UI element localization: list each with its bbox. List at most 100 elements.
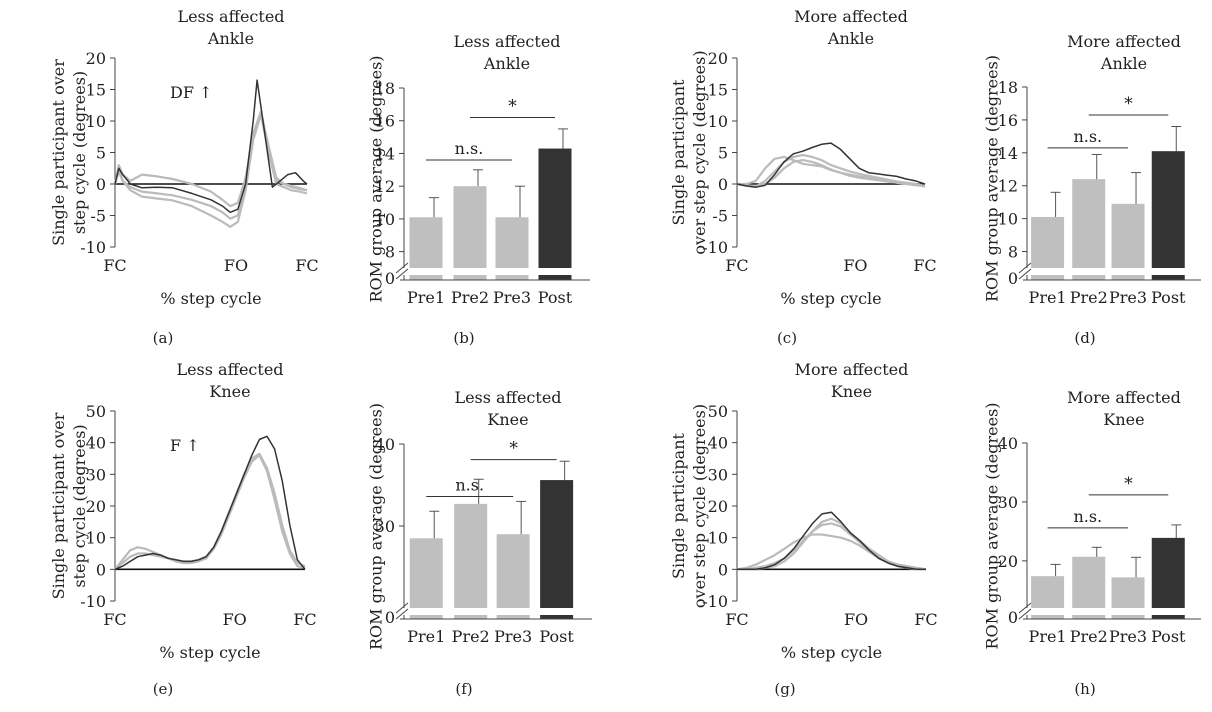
x-tick-label: Pre3 [494,627,532,646]
direction-annotation: DF ↑ [170,83,212,102]
bar-base [540,615,574,619]
y-tick-label: 16 [998,111,1018,130]
y-tick-label: -10 [702,592,728,611]
bar [1151,151,1185,268]
panel-label: (d) [1074,329,1095,347]
series-line [737,517,927,571]
bar-base [454,615,488,619]
bar-base [1031,275,1065,280]
x-tick-label: Pre1 [1029,288,1067,307]
y-tick-label: 10 [708,529,728,548]
bar-base [1072,275,1106,280]
y-tick-label: 0 [718,560,728,579]
x-tick-label: FC [103,610,126,629]
chart-title: Less affected [176,360,283,379]
bar [1031,216,1065,268]
bar [454,503,488,608]
x-tick-label: Pre2 [452,627,490,646]
axis-break-mark [1018,262,1032,274]
x-axis-label: % step cycle [159,643,260,662]
axis-break-mark [1018,602,1032,614]
y-tick-label: 40 [708,434,728,453]
significance-label: n.s. [455,139,484,158]
chart-title: Ankle [827,29,874,48]
significance-label: n.s. [1073,127,1102,146]
axis-break-mark [395,268,409,280]
series-line [736,142,926,188]
x-tick-label: Pre1 [407,627,445,646]
x-tick-label: FC [103,256,126,275]
chart-title: More affected [794,7,908,26]
x-tick-label: Pre2 [1070,627,1108,646]
panel-label: (c) [777,329,797,347]
x-tick-label: FC [725,256,748,275]
x-tick-label: Post [539,627,574,646]
x-tick-label: FO [224,256,248,275]
y-axis-label: Single participant over [49,412,68,599]
chart-title: Ankle [207,29,254,48]
y-axis-label: step cycle (degrees) [70,424,89,587]
y-axis-label: Single participant [669,79,688,225]
y-tick-label: -5 [712,207,728,226]
bar [409,217,443,268]
axis-break-mark [395,262,409,274]
y-tick-label: 14 [375,144,395,163]
y-tick-label: 50 [708,402,728,421]
axis-break-mark [1018,608,1032,620]
y-tick-label: 15 [86,81,106,100]
axis-break-mark [1018,268,1032,280]
x-tick-label: Post [1151,288,1186,307]
y-tick-label: 20 [86,49,106,68]
y-axis-label: step cycle (degrees) [70,71,89,234]
x-tick-label: Post [1151,627,1186,646]
y-tick-label: 0 [385,608,395,627]
bar-base [1031,615,1065,619]
y-tick-label: 10 [375,210,395,229]
chart-title: More affected [1067,32,1181,51]
bar-base [1151,615,1185,619]
x-tick-label: FO [223,610,247,629]
bar-base [1151,275,1185,280]
y-tick-label: 10 [86,529,106,548]
chart-title: Knee [1103,410,1144,429]
y-tick-label: 0 [1008,608,1018,627]
y-tick-label: 0 [385,269,395,288]
series-line [114,435,306,570]
direction-annotation: F ↑ [170,436,200,455]
bar [1072,179,1106,268]
bar [453,186,487,268]
y-tick-label: -10 [80,238,106,257]
bar [538,148,572,268]
y-tick-label: 30 [375,517,395,536]
series-line [113,113,308,220]
chart-title: Less affected [453,32,560,51]
y-tick-label: 8 [1008,243,1018,262]
bar [409,538,443,608]
panel-label: (f) [455,680,472,698]
y-axis-label: Single participant [669,433,688,579]
y-tick-label: 16 [375,112,395,131]
chart-title: Less affected [177,7,284,26]
y-tick-label: 18 [375,79,395,98]
bar-base [409,275,443,280]
chart-title: Ankle [1100,54,1147,73]
y-tick-label: 18 [998,78,1018,97]
bar-base [538,275,572,280]
axis-break-mark [395,608,409,620]
y-tick-label: 14 [998,144,1018,163]
y-axis-label: ROM group average (degrees) [367,55,386,302]
x-tick-label: FO [843,256,867,275]
y-axis-label: ROM group average (degrees) [983,55,1002,302]
panel-label: (a) [153,329,174,347]
y-tick-label: 20 [708,497,728,516]
chart-title: Knee [209,382,250,401]
chart-title: Ankle [483,54,530,73]
y-tick-label: 50 [86,402,106,421]
y-tick-label: 40 [998,434,1018,453]
bar [1111,203,1145,268]
y-tick-label: 30 [86,465,106,484]
y-axis-label: Single participant over [49,59,68,246]
chart-title: Knee [831,382,872,401]
y-tick-label: 12 [998,177,1018,196]
bar-base [496,615,530,619]
